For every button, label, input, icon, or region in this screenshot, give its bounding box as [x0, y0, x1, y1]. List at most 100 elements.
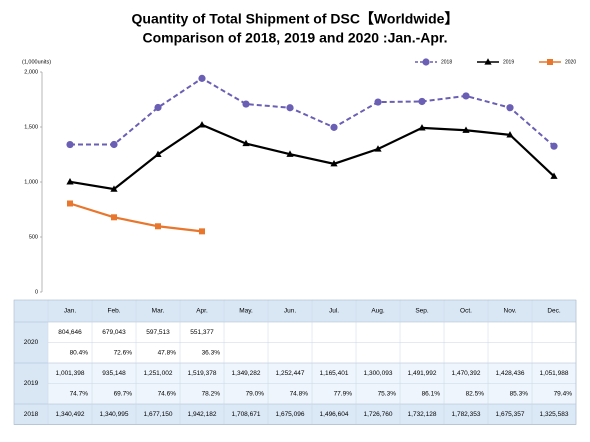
table-cell: 74.7% [70, 390, 89, 397]
table-header: Dec. [547, 308, 561, 315]
table-cell: 1,677,150 [144, 411, 173, 418]
marker [330, 160, 338, 167]
table-cell: 1,428,436 [496, 370, 525, 377]
table-cell: 1,349,282 [232, 370, 261, 377]
table-cell: 86.1% [422, 390, 441, 397]
y-tick-label: 2,000 [24, 69, 38, 75]
table-cell: 1,732,128 [408, 411, 437, 418]
table-cell: 1,340,492 [56, 411, 85, 418]
table-cell: 1,496,604 [320, 411, 349, 418]
table-cell: 80.4% [70, 349, 89, 356]
table-cell: 1,001,398 [56, 370, 85, 377]
table-row-label-bg [14, 363, 48, 404]
marker [66, 178, 74, 185]
table-cell: 1,942,182 [188, 411, 217, 418]
series-line [69, 202, 203, 233]
series-line [69, 77, 555, 147]
table-header: Feb. [107, 308, 120, 315]
table-cell: 47.8% [158, 349, 177, 356]
table-row-label-bg [14, 404, 48, 425]
marker [67, 200, 73, 207]
chart-title: Quantity of Total Shipment of DSC【Worldw… [132, 11, 459, 27]
table-row-label: 2019 [24, 380, 39, 387]
marker [286, 104, 294, 112]
table-cell: 72.6% [114, 349, 133, 356]
table-header: Nov. [504, 308, 517, 315]
table-cell: 74.8% [290, 390, 309, 397]
table-cell: 1,519,378 [188, 370, 217, 377]
table-cell: 1,300,093 [364, 370, 393, 377]
marker [66, 140, 74, 149]
table-cell: 1,340,995 [100, 411, 129, 418]
marker [374, 98, 382, 106]
marker [242, 100, 250, 108]
marker [330, 123, 338, 131]
table-cell: 69.7% [114, 390, 133, 397]
table-cell: 82.5% [466, 390, 485, 397]
table-cell: 1,051,988 [540, 370, 569, 377]
marker [506, 131, 514, 138]
table-cell: 79.0% [246, 390, 265, 397]
table-cell: 77.9% [334, 390, 353, 397]
marker [547, 59, 553, 65]
marker [110, 185, 118, 192]
table-row-label: 2020 [24, 339, 39, 346]
marker [155, 223, 161, 230]
marker [154, 150, 162, 157]
marker [418, 124, 426, 131]
table-header: Jul. [329, 308, 339, 315]
table-cell: 1,675,357 [496, 411, 525, 418]
marker [110, 140, 118, 149]
table-cell: 597,513 [146, 329, 170, 336]
marker [422, 58, 430, 66]
y-tick-label: 1,000 [24, 179, 38, 185]
table-border [13, 299, 577, 425]
table-cell: 1,782,353 [452, 411, 481, 418]
table-cell: 78.2% [202, 390, 221, 397]
table-cell: 1,491,992 [408, 370, 437, 377]
table-header: Jun. [284, 308, 296, 315]
table-cell: 1,708,671 [232, 411, 261, 418]
table-cell: 74.6% [158, 390, 177, 397]
marker [286, 150, 294, 157]
chart-subtitle: Comparison of 2018, 2019 and 2020 :Jan.-… [142, 30, 447, 46]
table-row-label: 2018 [24, 411, 39, 418]
marker [550, 142, 558, 150]
marker [484, 58, 492, 65]
marker [506, 104, 514, 112]
y-tick-label: 0 [35, 289, 38, 295]
table-cell: 36.3% [202, 349, 221, 356]
table-cell: 75.3% [378, 390, 397, 397]
legend-label: 2020 [565, 59, 576, 65]
table-cell: 551,377 [190, 329, 214, 336]
table-header: Sep. [415, 308, 429, 315]
table-header: Aug. [371, 308, 385, 315]
table-cell: 85.3% [510, 390, 529, 397]
y-tick-label: 1,500 [24, 124, 38, 130]
marker [418, 97, 426, 106]
table-cell: 935,148 [102, 370, 126, 377]
table-cell: 1,325,583 [540, 411, 569, 418]
table-header: Apr. [196, 308, 208, 315]
table-cell: 1,470,392 [452, 370, 481, 377]
marker [242, 139, 250, 147]
table-cell: 804,646 [58, 329, 82, 336]
legend-label: 2019 [503, 59, 514, 65]
marker [111, 214, 117, 221]
table-cell: 679,043 [102, 329, 126, 336]
table-row-label-bg [14, 322, 48, 363]
marker [199, 228, 205, 235]
table-cell: 1,252,447 [276, 370, 305, 377]
series-line [69, 123, 555, 191]
legend-label: 2018 [441, 59, 452, 65]
table-cell: 1,251,002 [144, 370, 173, 377]
y-tick-label: 500 [29, 234, 38, 240]
table-header: Jan. [64, 308, 76, 315]
marker [198, 74, 206, 82]
table-header: Mar. [152, 308, 165, 315]
table-cell: 1,726,760 [364, 411, 393, 418]
table-header-bg [14, 300, 576, 322]
marker [462, 126, 470, 133]
table-header: Oct. [460, 308, 472, 315]
table-cell: 79.4% [554, 390, 573, 397]
